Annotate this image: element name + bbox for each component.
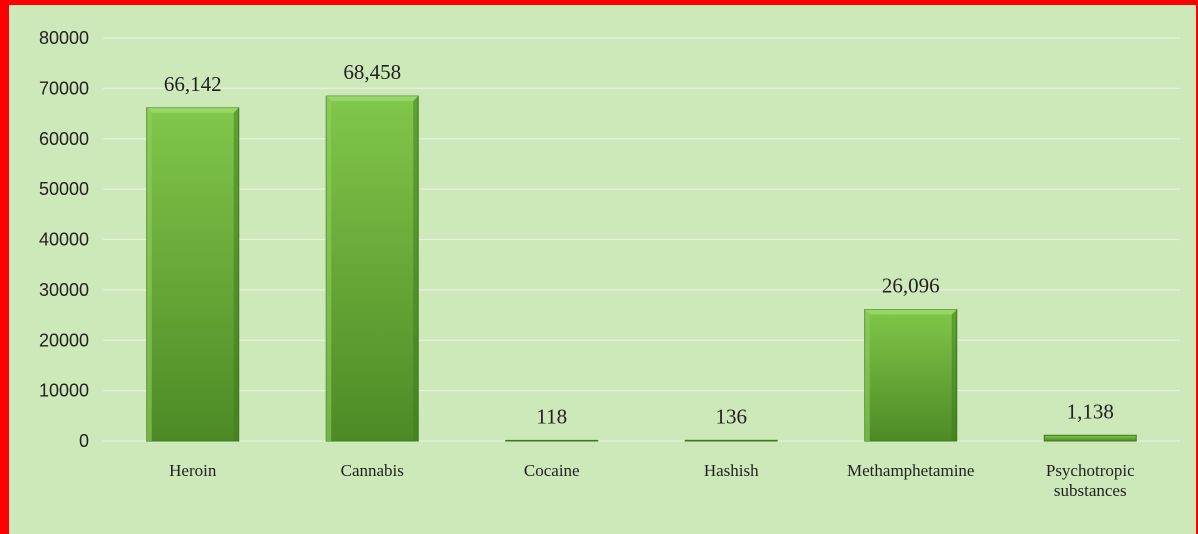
data-label: 68,458: [343, 60, 401, 84]
bar-bevel-right: [413, 96, 418, 441]
bar-bevel-right: [234, 108, 239, 441]
data-label: 1,138: [1067, 399, 1114, 423]
x-tick-label: Hashish: [704, 461, 759, 480]
bar: [326, 96, 418, 441]
bar: [147, 108, 239, 441]
gridlines: [103, 38, 1180, 441]
bar-bevel-right: [952, 310, 957, 441]
x-tick-label: Cannabis: [341, 461, 404, 480]
data-labels: 66,142 68,458 118 136 26,096 1,138: [164, 60, 1114, 428]
data-label: 118: [536, 404, 567, 428]
x-tick-label: Cocaine: [524, 461, 580, 480]
bar-hashish: [685, 440, 777, 441]
y-tick-label: 60000: [39, 129, 89, 149]
bar: [506, 440, 598, 441]
bar-methamphetamine: [865, 310, 957, 441]
y-tick-label: 10000: [39, 381, 89, 401]
y-tick-label: 30000: [39, 280, 89, 300]
x-axis: Heroin Cannabis Cocaine Hashish Methamphetam…: [169, 461, 1135, 500]
bar-cannabis: [326, 96, 418, 441]
bars: [147, 96, 1137, 441]
x-tick-label: substances: [1054, 481, 1127, 500]
bar-cocaine: [506, 440, 598, 441]
bar-psychotropic-substances: [1044, 435, 1136, 441]
bar-heroin: [147, 108, 239, 441]
bar-bevel-left: [147, 108, 152, 441]
y-tick-label: 40000: [39, 230, 89, 250]
bar-bevel-top: [326, 96, 418, 101]
data-label: 136: [716, 404, 748, 428]
bar-bevel-top: [147, 108, 239, 113]
y-tick-label: 20000: [39, 330, 89, 350]
bar-bevel-left: [865, 310, 870, 441]
x-tick-label: Methamphetamine: [847, 461, 974, 480]
bar: [1044, 435, 1136, 441]
bar: [685, 440, 777, 441]
y-tick-label: 50000: [39, 179, 89, 199]
x-tick-label: Heroin: [169, 461, 217, 480]
y-tick-label: 80000: [39, 28, 89, 48]
bar: [865, 310, 957, 441]
y-tick-label: 0: [79, 431, 89, 451]
x-tick-label: Psychotropic: [1046, 461, 1135, 480]
bar-bevel-left: [326, 96, 331, 441]
bar-bevel-top: [865, 310, 957, 315]
y-axis: 0 10000 20000 30000 40000 50000 60000 70000 8000…: [39, 28, 89, 451]
data-label: 26,096: [882, 274, 940, 298]
data-label: 66,142: [164, 72, 222, 96]
y-tick-label: 70000: [39, 78, 89, 98]
